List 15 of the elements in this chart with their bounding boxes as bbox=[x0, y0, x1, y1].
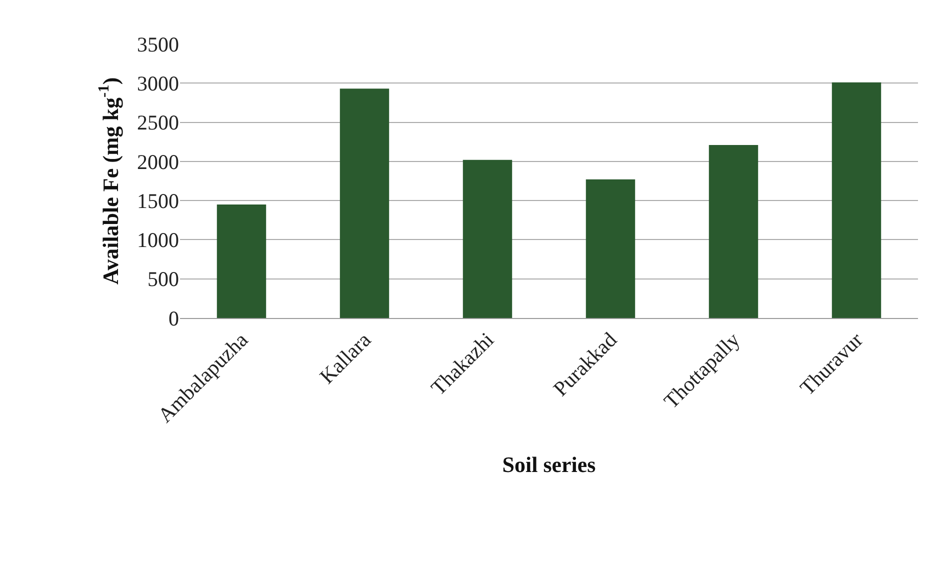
bar bbox=[832, 82, 882, 318]
bar bbox=[340, 88, 390, 318]
y-tick-label: 3500 bbox=[137, 32, 179, 56]
y-tick-label: 2000 bbox=[137, 150, 179, 174]
bar bbox=[216, 204, 266, 318]
y-tick-label: 0 bbox=[168, 306, 179, 330]
y-tick-label: 500 bbox=[148, 267, 179, 292]
y-tick-label: 1000 bbox=[137, 228, 179, 252]
x-axis-title: Soil series bbox=[502, 452, 596, 478]
bar bbox=[708, 144, 758, 318]
bar bbox=[462, 160, 512, 318]
bar bbox=[586, 179, 636, 318]
y-tick-label: 2500 bbox=[137, 110, 179, 135]
y-tick-label: 3000 bbox=[137, 71, 179, 96]
y-tick-label: 1500 bbox=[137, 188, 179, 213]
